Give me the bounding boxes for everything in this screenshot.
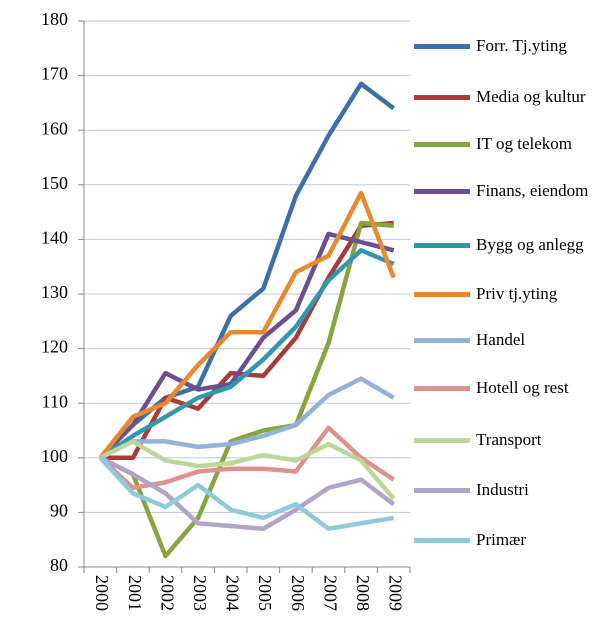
- y-tick-label: 130: [41, 282, 68, 302]
- x-tick-label: 2003: [190, 575, 210, 611]
- legend-item: Bygg og anlegg: [414, 234, 614, 256]
- legend-swatch: [414, 142, 470, 147]
- legend-item: IT og telekom: [414, 133, 614, 155]
- x-tick-label: 2008: [353, 575, 373, 611]
- y-tick-label: 90: [50, 501, 68, 521]
- y-tick-label: 150: [41, 173, 68, 193]
- legend-item: Primær: [414, 529, 614, 551]
- series-line: [99, 439, 396, 501]
- legend-swatch: [414, 488, 470, 493]
- series-line: [98, 231, 395, 460]
- series-line: [98, 456, 395, 532]
- legend-label: Priv tj.yting: [476, 284, 558, 303]
- legend-label: Bygg og anlegg: [476, 235, 584, 254]
- x-tick-label: 2004: [223, 575, 243, 611]
- y-tick-label: 120: [41, 337, 68, 357]
- x-tick-label: 2007: [320, 575, 340, 611]
- x-tick-label: 2000: [92, 575, 112, 611]
- legend-swatch: [414, 189, 470, 194]
- legend-item: Forr. Tj.yting: [414, 35, 614, 57]
- legend-label: Handel: [476, 330, 526, 349]
- legend-label: Forr. Tj.yting: [476, 36, 567, 55]
- legend-swatch: [414, 538, 470, 543]
- legend-item: Transport: [414, 429, 614, 451]
- series-line: [98, 190, 396, 460]
- legend-item: Finans, eiendom: [414, 180, 614, 202]
- y-tick-label: 160: [41, 118, 68, 138]
- legend-item: Handel: [414, 329, 614, 351]
- legend-label: Media og kultur: [476, 87, 586, 106]
- y-tick-label: 140: [41, 228, 68, 248]
- x-tick-label: 2002: [157, 575, 177, 611]
- y-tick-label: 110: [42, 391, 68, 411]
- series-line: [99, 248, 395, 460]
- x-tick-label: 2001: [125, 575, 145, 611]
- legend-item: Priv tj.yting: [414, 283, 614, 305]
- y-tick-label: 100: [41, 446, 68, 466]
- series-line: [99, 376, 395, 460]
- x-tick-label: 2006: [288, 575, 308, 611]
- legend-item: Industri: [414, 479, 614, 501]
- legend-item: Hotell og rest: [414, 377, 614, 399]
- legend-label: Hotell og rest: [476, 378, 569, 397]
- series-line: [99, 220, 394, 559]
- legend-swatch: [414, 95, 470, 100]
- y-tick-label: 170: [41, 64, 68, 84]
- x-tick-label: 2009: [386, 575, 406, 611]
- legend-swatch: [414, 44, 470, 49]
- legend-item: Media og kultur: [414, 86, 614, 108]
- legend-label: Primær: [476, 530, 527, 549]
- legend-swatch: [414, 292, 470, 297]
- y-tick-label: 180: [41, 9, 68, 29]
- x-tick-label: 2005: [255, 575, 275, 611]
- legend-label: IT og telekom: [476, 134, 572, 153]
- series-line: [99, 455, 396, 532]
- legend-label: Transport: [476, 430, 542, 449]
- legend-swatch: [414, 338, 470, 343]
- legend-swatch: [414, 386, 470, 391]
- legend-swatch: [414, 438, 470, 443]
- legend-label: Finans, eiendom: [476, 181, 589, 200]
- legend-label: Industri: [476, 480, 529, 499]
- legend-swatch: [414, 243, 470, 248]
- y-tick-label: 80: [50, 555, 68, 575]
